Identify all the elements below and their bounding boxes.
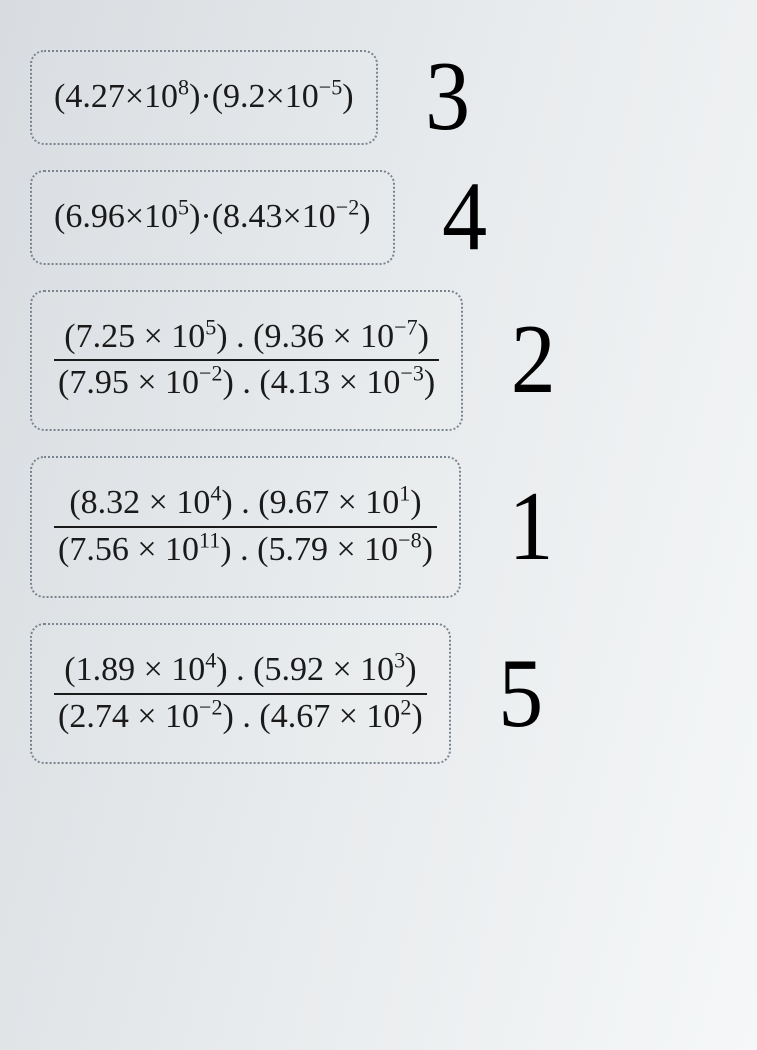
coefficient: 9.67 [270,484,330,521]
expression: (7.25 × 105) . (9.36 × 10−7) (7.95 × 10−… [54,317,439,405]
handwritten-answer: 4 [420,168,510,267]
exponent: 2 [400,694,411,719]
exponent: −7 [394,314,418,339]
problem-row: (6.96×105)·(8.43×10−2) 4 [30,170,757,265]
problem-row: (7.25 × 105) . (9.36 × 10−7) (7.95 × 10−… [30,290,757,432]
dot-operator: · [200,198,211,235]
denominator: (7.95 × 10−2) . (4.13 × 10−3) [54,359,439,404]
problem-row: (8.32 × 104) . (9.67 × 101) (7.56 × 1011… [30,456,757,598]
exponent: 1 [399,481,410,506]
numerator: (8.32 × 104) . (9.67 × 101) [65,483,425,526]
exponent: 4 [205,647,216,672]
handwritten-answer: 3 [403,48,493,147]
coefficient: 8.32 [81,484,141,521]
coefficient: 7.56 [69,531,129,568]
problem-row: (1.89 × 104) . (5.92 × 103) (2.74 × 10−2… [30,623,757,765]
fraction: (1.89 × 104) . (5.92 × 103) (2.74 × 10−2… [54,650,427,738]
coefficient: 4.13 [271,364,331,401]
denominator: (2.74 × 10−2) . (4.67 × 102) [54,693,427,738]
denominator: (7.56 × 1011) . (5.79 × 10−8) [54,526,437,571]
numerator: (1.89 × 104) . (5.92 × 103) [60,650,420,693]
coefficient: 9.2 [223,78,266,115]
coefficient: 7.25 [76,318,136,355]
exponent: −2 [336,194,360,219]
dot-operator: . [228,318,254,355]
coefficient: 8.43 [223,198,283,235]
expression: (1.89 × 104) . (5.92 × 103) (2.74 × 10−2… [54,650,427,738]
coefficient: 4.67 [271,698,331,735]
expression-box: (6.96×105)·(8.43×10−2) [30,170,395,265]
dot-operator: · [200,78,211,115]
handwritten-answer: 1 [486,477,576,576]
numerator: (7.25 × 105) . (9.36 × 10−7) [60,317,433,360]
coefficient: 5.79 [268,531,328,568]
dot-operator: . [234,364,260,401]
exponent: −8 [398,528,422,553]
coefficient: 1.89 [76,651,136,688]
exponent: 4 [210,481,221,506]
coefficient: 5.92 [264,651,324,688]
handwritten-answer: 5 [476,644,566,743]
expression: (6.96×105)·(8.43×10−2) [54,197,371,238]
exponent: −2 [199,694,223,719]
handwritten-answer: 2 [488,311,578,410]
expression-box: (1.89 × 104) . (5.92 × 103) (2.74 × 10−2… [30,623,451,765]
exponent: 8 [178,75,189,100]
expression-box: (8.32 × 104) . (9.67 × 101) (7.56 × 1011… [30,456,461,598]
coefficient: 2.74 [69,698,129,735]
expression: (4.27×108)·(9.2×10−5) [54,77,354,118]
exponent: −3 [400,361,424,386]
dot-operator: . [234,698,260,735]
exponent: −2 [199,361,223,386]
coefficient: 4.27 [65,78,125,115]
fraction: (8.32 × 104) . (9.67 × 101) (7.56 × 1011… [54,483,437,571]
exponent: 5 [205,314,216,339]
dot-operator: . [233,484,259,521]
fraction: (7.25 × 105) . (9.36 × 10−7) (7.95 × 10−… [54,317,439,405]
expression-box: (4.27×108)·(9.2×10−5) [30,50,378,145]
expression: (8.32 × 104) . (9.67 × 101) (7.56 × 1011… [54,483,437,571]
exponent: 11 [199,528,220,553]
dot-operator: . [228,651,254,688]
coefficient: 6.96 [65,198,125,235]
problem-row: (4.27×108)·(9.2×10−5) 3 [30,50,757,145]
exponent: −5 [319,75,343,100]
dot-operator: . [232,531,258,568]
coefficient: 9.36 [264,318,324,355]
coefficient: 7.95 [69,364,129,401]
exponent: 5 [178,194,189,219]
exponent: 3 [394,647,405,672]
expression-box: (7.25 × 105) . (9.36 × 10−7) (7.95 × 10−… [30,290,463,432]
